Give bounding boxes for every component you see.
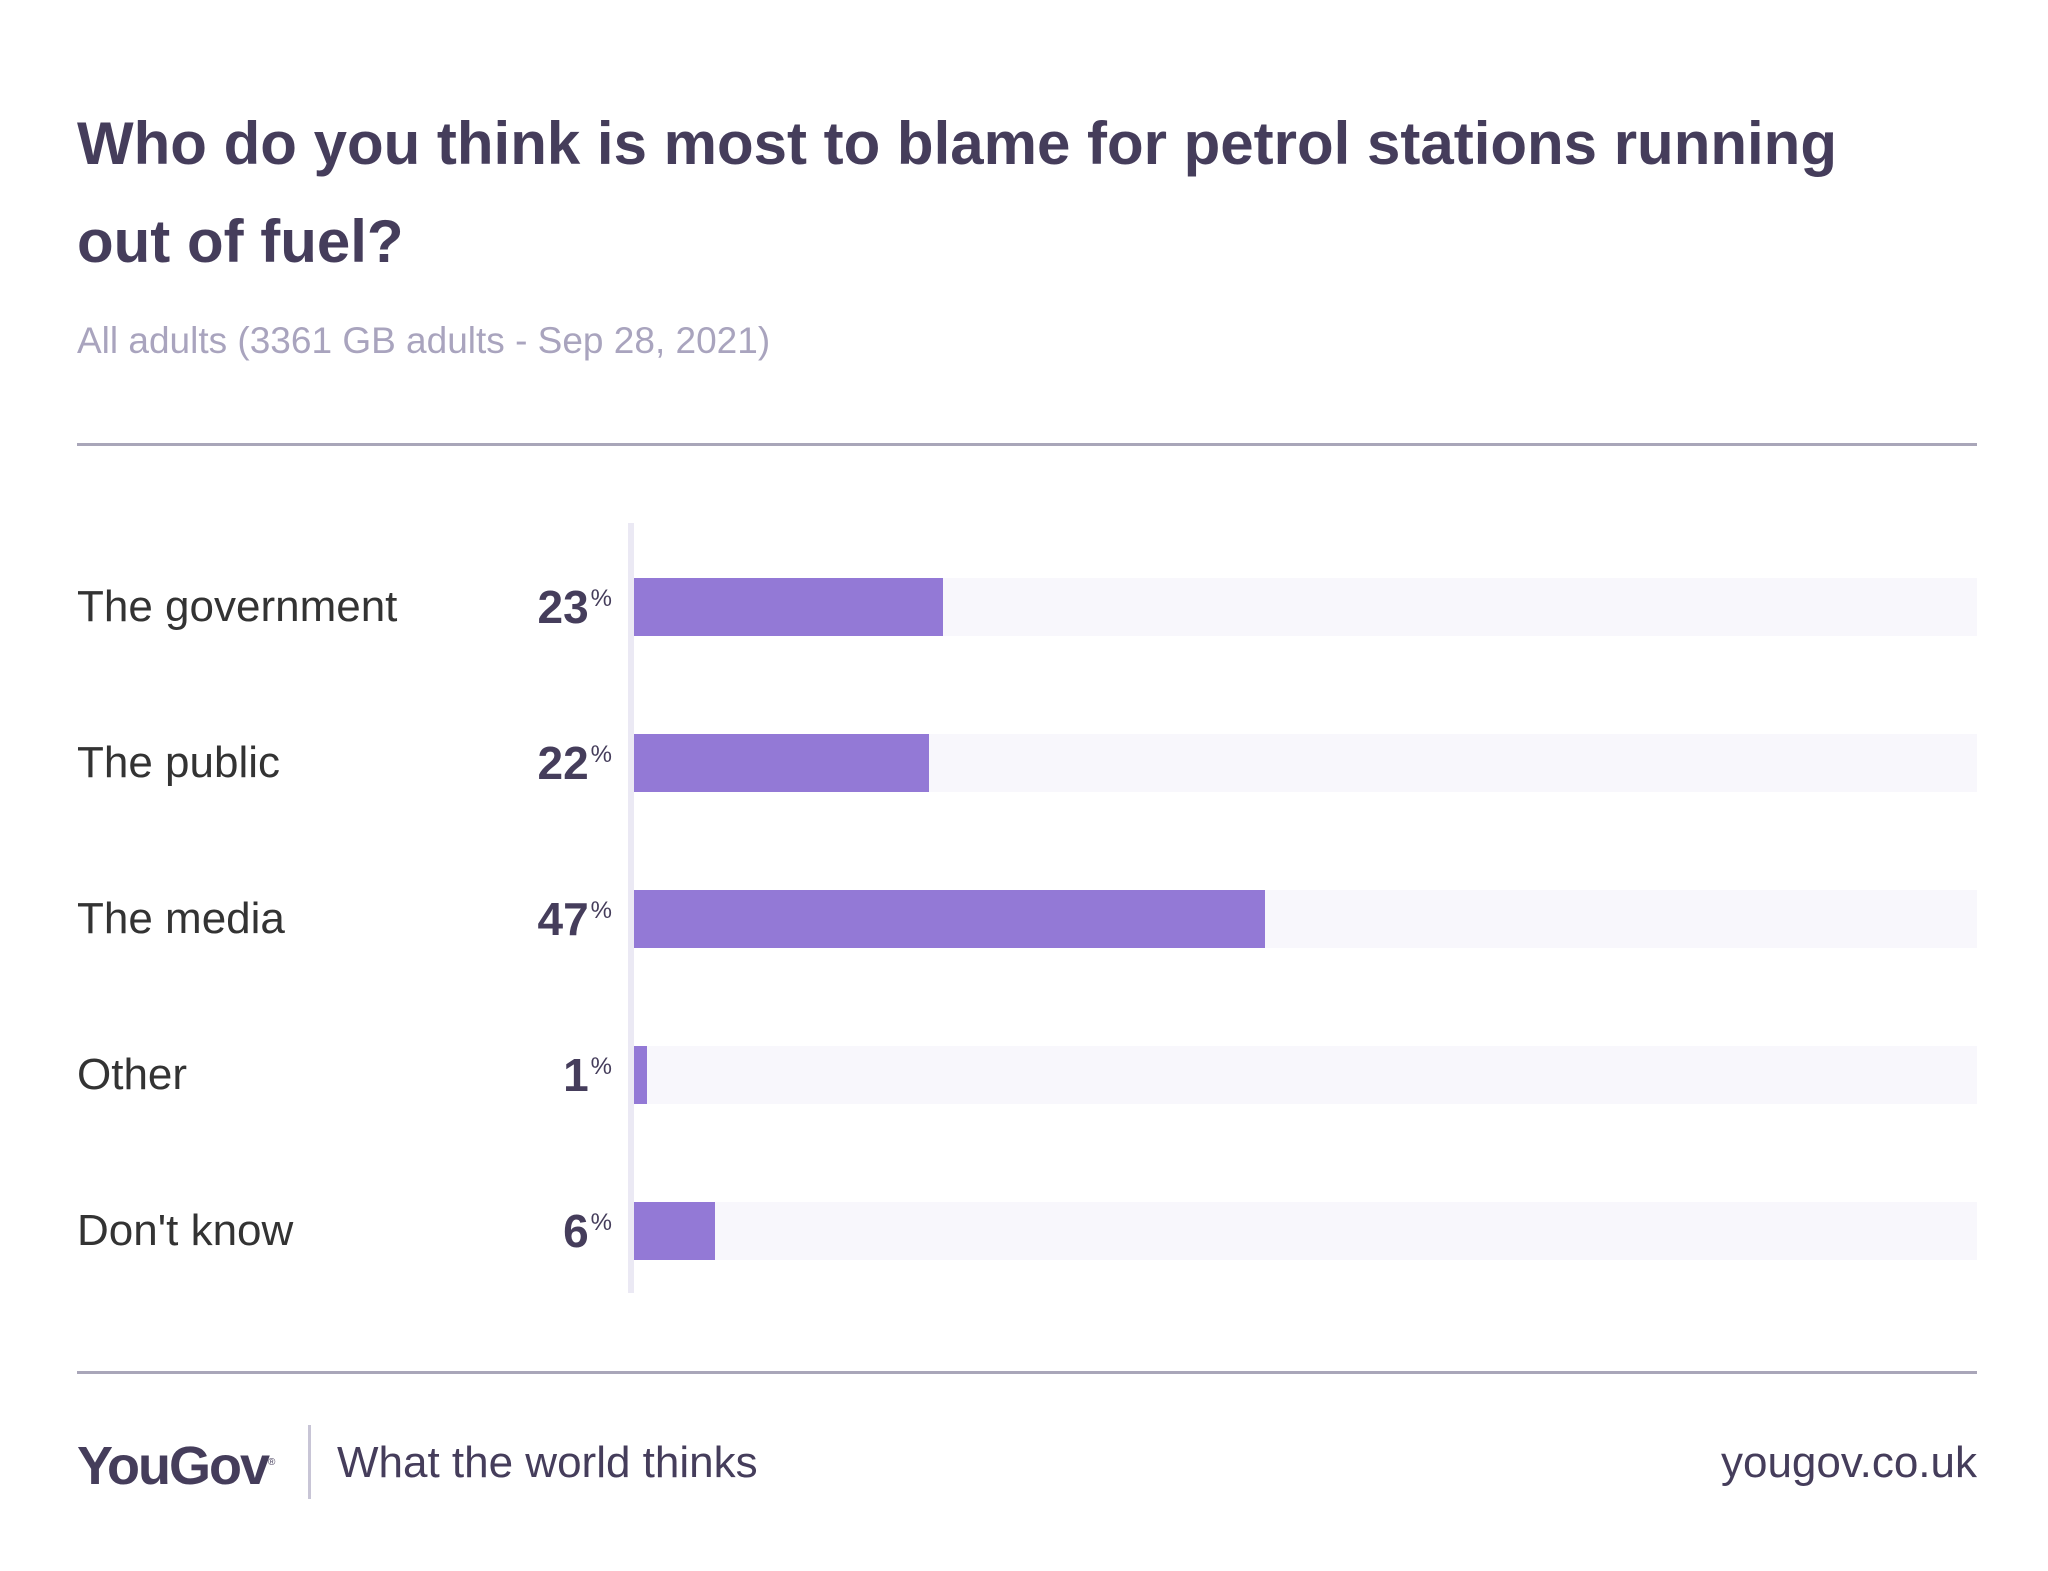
data-label-number: 6 — [563, 1205, 589, 1257]
chart-row: Don't know 6% — [0, 1202, 2048, 1260]
bar — [634, 578, 943, 636]
category-label: The media — [77, 894, 285, 943]
bar — [634, 890, 1265, 948]
chart-row: Other 1% — [0, 1046, 2048, 1104]
category-label: Other — [77, 1050, 188, 1099]
footer-tagline: What the world thinks — [337, 1438, 758, 1487]
chart-axis-line — [628, 523, 634, 1293]
footer-separator — [308, 1425, 311, 1499]
chart-title: Who do you think is most to blame for pe… — [77, 110, 1837, 275]
data-label: 22% — [537, 734, 612, 792]
data-label-number: 23 — [537, 581, 589, 633]
bar-track — [634, 578, 1977, 636]
chart-row: The government 23% — [0, 578, 2048, 636]
bar — [634, 1046, 647, 1104]
chart-subtitle: All adults (3361 GB adults - Sep 28, 202… — [77, 320, 771, 361]
data-label-unit: % — [590, 585, 612, 612]
bar-track — [634, 1202, 1977, 1260]
data-label-unit: % — [590, 1053, 612, 1080]
category-label: Don't know — [77, 1206, 294, 1255]
bar-track — [634, 734, 1977, 792]
data-label-unit: % — [590, 897, 612, 924]
chart-row: The public 22% — [0, 734, 2048, 792]
chart-row: The media 47% — [0, 890, 2048, 948]
bar-track — [634, 890, 1977, 948]
data-label-number: 47 — [537, 893, 589, 945]
data-label-number: 1 — [563, 1049, 589, 1101]
bottom-divider — [77, 1371, 1977, 1374]
category-label: The public — [77, 738, 281, 787]
data-label: 6% — [563, 1202, 612, 1260]
data-label: 47% — [537, 890, 612, 948]
category-label: The government — [77, 582, 398, 631]
bar-track — [634, 1046, 1977, 1104]
data-label-unit: % — [590, 741, 612, 768]
bar — [634, 1202, 715, 1260]
data-label-number: 22 — [537, 737, 589, 789]
bar — [634, 734, 929, 792]
data-label: 1% — [563, 1046, 612, 1104]
footer-url: yougov.co.uk — [1720, 1438, 1977, 1487]
data-label-unit: % — [590, 1209, 612, 1236]
yougov-logo: YouGov® — [77, 1436, 276, 1496]
top-divider — [77, 443, 1977, 446]
data-label: 23% — [537, 578, 612, 636]
